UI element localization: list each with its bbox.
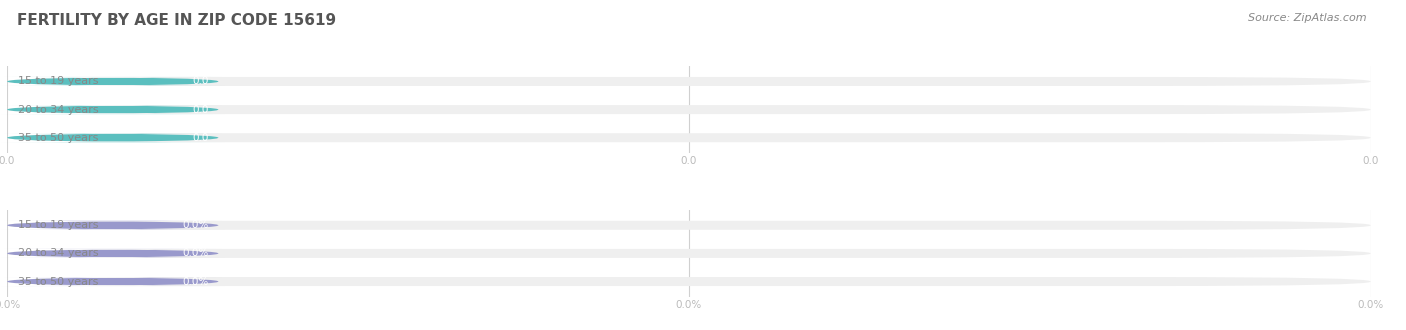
- Text: 0.0: 0.0: [193, 77, 209, 86]
- Text: 0.0: 0.0: [193, 133, 209, 143]
- FancyBboxPatch shape: [7, 249, 1371, 258]
- Text: 0.0: 0.0: [193, 105, 209, 115]
- Text: 15 to 19 years: 15 to 19 years: [18, 77, 98, 86]
- FancyBboxPatch shape: [0, 105, 225, 114]
- FancyBboxPatch shape: [0, 133, 225, 142]
- FancyBboxPatch shape: [0, 277, 225, 286]
- FancyBboxPatch shape: [7, 133, 1371, 142]
- Text: 20 to 34 years: 20 to 34 years: [18, 105, 98, 115]
- FancyBboxPatch shape: [7, 105, 1371, 114]
- FancyBboxPatch shape: [7, 221, 1371, 230]
- Text: 20 to 34 years: 20 to 34 years: [18, 248, 98, 258]
- Text: 0.0%: 0.0%: [183, 248, 209, 258]
- FancyBboxPatch shape: [7, 277, 1371, 286]
- Text: Source: ZipAtlas.com: Source: ZipAtlas.com: [1249, 13, 1367, 23]
- FancyBboxPatch shape: [0, 221, 225, 230]
- Text: 35 to 50 years: 35 to 50 years: [18, 133, 98, 143]
- FancyBboxPatch shape: [7, 77, 1371, 86]
- Text: 15 to 19 years: 15 to 19 years: [18, 220, 98, 230]
- FancyBboxPatch shape: [0, 249, 225, 258]
- Text: FERTILITY BY AGE IN ZIP CODE 15619: FERTILITY BY AGE IN ZIP CODE 15619: [17, 13, 336, 28]
- Text: 0.0%: 0.0%: [183, 220, 209, 230]
- Text: 0.0%: 0.0%: [183, 277, 209, 286]
- Text: 35 to 50 years: 35 to 50 years: [18, 277, 98, 286]
- FancyBboxPatch shape: [0, 77, 225, 86]
